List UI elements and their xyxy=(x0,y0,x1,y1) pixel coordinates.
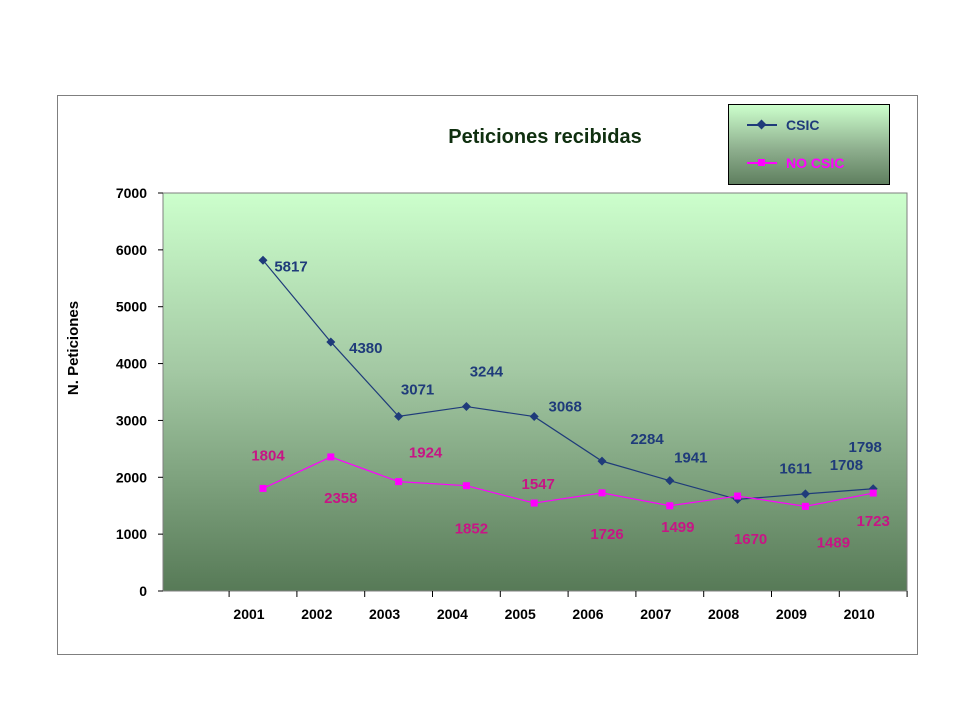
data-label-csic: 5817 xyxy=(274,258,307,275)
x-tick-label: 2009 xyxy=(776,606,807,622)
x-tick-label: 2003 xyxy=(369,606,400,622)
y-tick-label: 6000 xyxy=(116,242,147,258)
data-label-no-csic: 1852 xyxy=(455,521,488,538)
x-tick-label: 2008 xyxy=(708,606,739,622)
data-label-csic: 1941 xyxy=(674,450,707,467)
data-label-csic: 3068 xyxy=(549,399,582,416)
data-label-no-csic: 2358 xyxy=(324,490,357,507)
y-tick-label: 3000 xyxy=(116,412,147,428)
data-point-csic xyxy=(529,412,539,422)
data-label-csic: 2284 xyxy=(630,431,664,448)
data-point-csic xyxy=(597,456,607,466)
legend: CSIC NO CSIC xyxy=(728,104,890,185)
data-label-csic: 1611 xyxy=(779,460,812,477)
chart-title: Peticiones recibidas xyxy=(448,126,641,148)
x-axis: 2001 2002 2003 2004 2005 2006 2007 2008 2009 2010 xyxy=(228,591,908,622)
data-label-csic: 4380 xyxy=(349,340,382,357)
y-tick-label: 2000 xyxy=(116,469,147,485)
data-label-no-csic: 1489 xyxy=(817,534,850,551)
x-tick-label: 2002 xyxy=(301,606,332,622)
data-point-csic xyxy=(461,402,471,412)
data-point-csic xyxy=(394,411,404,421)
data-point-no-csic xyxy=(462,482,470,490)
data-label-no-csic: 1670 xyxy=(734,531,767,548)
y-axis: 0 1000 2000 3000 4000 5000 6000 7000 xyxy=(116,185,163,599)
data-point-no-csic xyxy=(395,478,403,486)
legend-label-no-csic: NO CSIC xyxy=(786,155,845,171)
data-point-no-csic xyxy=(734,492,742,500)
series-layer: 5817 4380 3071 3244 3068 2284 1941 1611 17081798… xyxy=(251,255,890,551)
diamond-marker-icon xyxy=(756,119,767,130)
data-label-csic: 3244 xyxy=(470,364,504,381)
data-point-no-csic xyxy=(598,489,606,497)
square-marker-icon xyxy=(758,159,765,166)
data-point-csic xyxy=(800,489,810,499)
series-line-csic xyxy=(262,259,874,501)
data-point-csic xyxy=(665,476,675,486)
data-point-csic xyxy=(258,255,268,265)
legend-item-no-csic: NO CSIC xyxy=(729,153,889,173)
data-label-no-csic: 1723 xyxy=(857,513,890,530)
data-label-csic: 1708 xyxy=(830,457,863,474)
x-tick-label: 2004 xyxy=(437,606,468,622)
y-tick-label: 7000 xyxy=(116,185,147,201)
data-label-no-csic: 1726 xyxy=(590,526,623,543)
x-tick-label: 2007 xyxy=(640,606,671,622)
data-point-csic xyxy=(326,337,336,347)
x-tick-label: 2006 xyxy=(572,606,603,622)
y-tick-label: 4000 xyxy=(116,356,147,372)
legend-item-csic: CSIC xyxy=(729,115,889,135)
data-point-no-csic xyxy=(530,499,538,507)
series-line-no-csic xyxy=(262,456,874,507)
y-tick-label: 5000 xyxy=(116,299,147,315)
legend-label-csic: CSIC xyxy=(786,117,820,133)
data-label-no-csic: 1804 xyxy=(251,447,285,464)
x-tick-label: 2005 xyxy=(505,606,536,622)
data-point-no-csic xyxy=(666,502,674,510)
data-label-no-csic: 1924 xyxy=(409,445,443,462)
data-label-no-csic: 1499 xyxy=(661,519,694,536)
y-tick-label: 0 xyxy=(139,583,147,599)
x-tick-label: 2001 xyxy=(233,606,264,622)
x-tick-label: 2010 xyxy=(844,606,875,622)
data-point-no-csic xyxy=(801,502,809,510)
data-point-no-csic xyxy=(869,489,877,497)
y-axis-label: N. Peticiones xyxy=(65,301,82,395)
data-label-no-csic: 1547 xyxy=(522,476,555,493)
data-label-csic: 1798 xyxy=(849,439,882,456)
data-label-csic: 3071 xyxy=(401,381,434,398)
data-point-no-csic xyxy=(259,484,267,492)
data-point-no-csic xyxy=(327,453,335,461)
y-tick-label: 1000 xyxy=(116,526,147,542)
plot-area xyxy=(162,192,908,592)
